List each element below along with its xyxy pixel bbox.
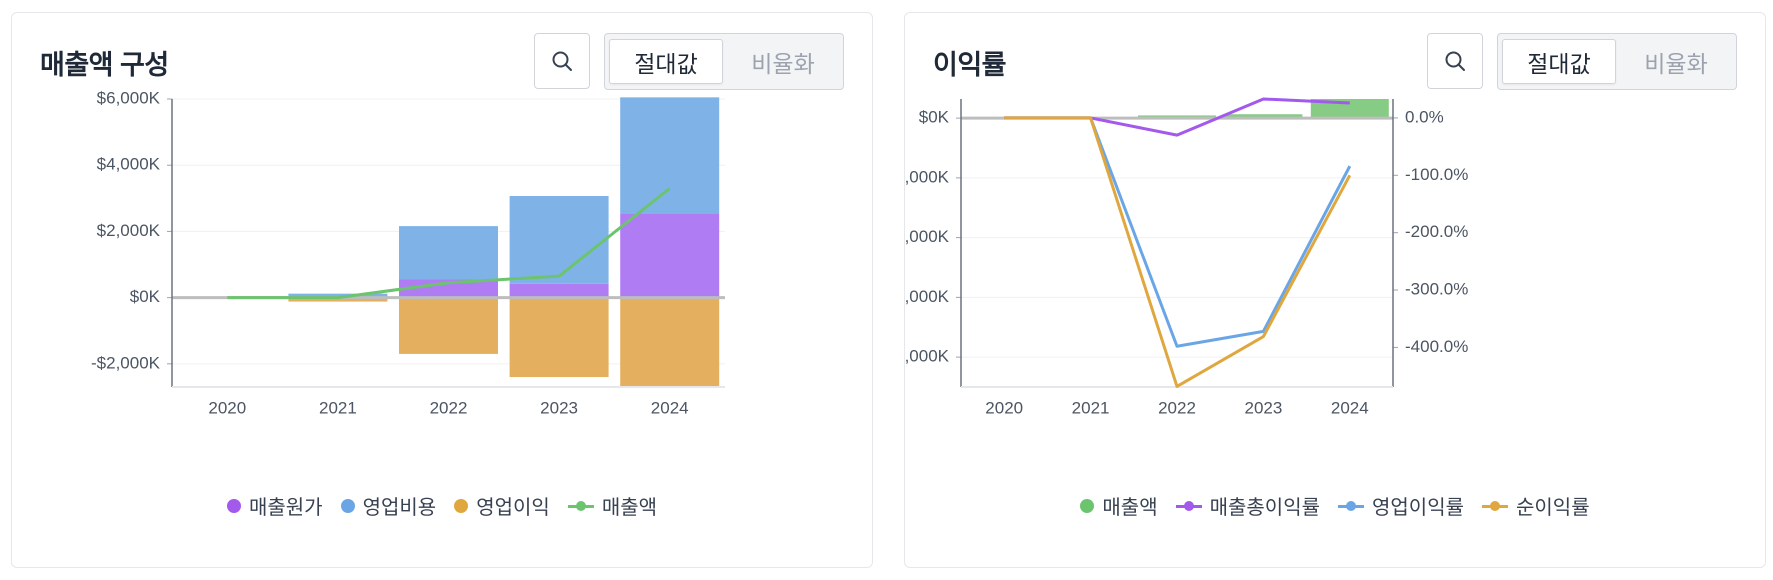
profit-margin-card: 이익률 절대값 비율화 -$40,000K-$30,000K-$20,000K-… <box>904 12 1766 568</box>
y-left-tick-label: -$40,000K <box>905 347 950 366</box>
bar-영업비용-2024 <box>620 97 720 214</box>
legend-item-매출액[interactable]: 매출액 <box>567 491 658 520</box>
bar-매출원가-2023 <box>509 283 609 298</box>
y-right-tick-label: -400.0% <box>1405 337 1468 356</box>
x-tick-label: 2024 <box>1331 398 1369 417</box>
legend-label: 순이익률 <box>1516 497 1590 519</box>
toggle-absolute-button[interactable]: 절대값 <box>609 39 723 84</box>
card-title: 이익률 <box>933 50 1007 80</box>
legend-item-매출원가[interactable]: 매출원가 <box>226 491 323 520</box>
chart-legend: 매출액 매출총이익률 영업이익률 순이익률 <box>905 491 1765 520</box>
toggle-normalized-button[interactable]: 비율화 <box>751 50 815 77</box>
bar-영업비용-2022 <box>399 226 498 280</box>
card-title: 매출액 구성 <box>40 50 169 80</box>
legend-marker <box>226 498 241 513</box>
legend-item-영업이익[interactable]: 영업이익 <box>454 491 550 520</box>
revenue-composition-card: 매출액 구성 절대값 비율화 -$2,000K $0K $2,000K $4,000K… <box>11 12 873 568</box>
bar-매출액-2023 <box>1224 114 1303 119</box>
revenue-composition-chart: -$2,000K $0K $2,000K $4,000K $6,000K 2020 2021… <box>91 88 725 417</box>
bar-영업이익-2021 <box>288 297 388 302</box>
bar-영업비용-2023 <box>509 195 609 284</box>
legend-label: 매출액 <box>601 497 658 519</box>
x-tick-label: 2024 <box>651 398 689 417</box>
legend-label: 매출총이익률 <box>1209 497 1320 519</box>
x-tick-label: 2020 <box>985 398 1023 417</box>
legend-item-매출총이익률[interactable]: 매출총이익률 <box>1175 491 1320 520</box>
bar-영업비용-2021 <box>288 293 388 297</box>
bar-매출액-2024 <box>1310 99 1389 119</box>
bar-영업이익-2022 <box>399 297 498 354</box>
view-mode-toggle: 절대값 비율화 <box>604 33 844 90</box>
bar-영업이익-2023 <box>509 297 609 378</box>
profit-margin-chart: -$40,000K -$30,000K -$20,000K -$10,000K $0K -… <box>905 97 1468 417</box>
y-right-tick-label: -200.0% <box>1405 222 1468 241</box>
view-mode-toggle: 절대값 비율화 <box>1497 33 1737 90</box>
y-tick-label: $6,000K <box>97 88 161 107</box>
legend-marker <box>567 499 594 513</box>
y-left-tick-label: -$30,000K <box>905 287 950 306</box>
bar-매출원가-2022 <box>399 279 498 298</box>
legend-item-매출액[interactable]: 매출액 <box>1080 491 1158 520</box>
legend-marker <box>454 498 469 513</box>
line-영업이익률 <box>1004 116 1352 348</box>
bar-영업이익-2024 <box>620 297 720 387</box>
legend-item-영업이익률[interactable]: 영업이익률 <box>1338 491 1464 520</box>
toggle-absolute-button[interactable]: 절대값 <box>1502 39 1616 84</box>
search-icon <box>1445 51 1465 71</box>
legend-item-영업비용[interactable]: 영업비용 <box>340 491 437 520</box>
y-left-tick-label: -$20,000K <box>905 227 950 246</box>
legend-label: 영업이익률 <box>1372 497 1464 519</box>
legend-item-순이익률[interactable]: 순이익률 <box>1482 491 1590 520</box>
legend-label: 매출액 <box>1102 497 1158 519</box>
y-left-tick-label: -$10,000K <box>905 167 950 186</box>
chart-legend: 매출원가 영업비용 영업이익 매출액 <box>12 491 872 520</box>
legend-label: 영업이익 <box>476 497 550 519</box>
legend-marker <box>340 498 355 513</box>
x-tick-label: 2021 <box>319 398 357 417</box>
legend-marker <box>1080 498 1095 513</box>
y-tick-label: $0K <box>130 287 161 306</box>
x-tick-label: 2023 <box>540 398 578 417</box>
legend-marker <box>1175 499 1202 513</box>
line-매출액 <box>227 187 671 300</box>
y-right-tick-label: 0.0% <box>1405 107 1444 126</box>
search-button[interactable] <box>534 33 590 89</box>
x-tick-label: 2023 <box>1244 398 1282 417</box>
y-left-tick-label: $0K <box>919 108 950 127</box>
x-tick-label: 2021 <box>1072 398 1110 417</box>
toggle-normalized-button[interactable]: 비율화 <box>1644 50 1708 77</box>
legend-label: 매출원가 <box>248 497 323 519</box>
y-tick-label: $4,000K <box>97 155 161 174</box>
legend-marker <box>1482 499 1508 513</box>
x-tick-label: 2022 <box>1158 398 1196 417</box>
search-button[interactable] <box>1427 33 1483 89</box>
y-right-tick-label: -100.0% <box>1405 165 1468 184</box>
search-icon <box>552 51 572 71</box>
x-tick-label: 2020 <box>208 398 246 417</box>
legend-label: 영업비용 <box>362 497 437 519</box>
line-순이익률 <box>1004 116 1352 388</box>
legend-marker <box>1338 499 1364 513</box>
y-tick-label: -$2,000K <box>91 353 161 372</box>
y-tick-label: $2,000K <box>97 221 161 240</box>
x-tick-label: 2022 <box>430 398 468 417</box>
bar-매출원가-2024 <box>620 213 720 298</box>
y-right-tick-label: -300.0% <box>1405 280 1468 299</box>
